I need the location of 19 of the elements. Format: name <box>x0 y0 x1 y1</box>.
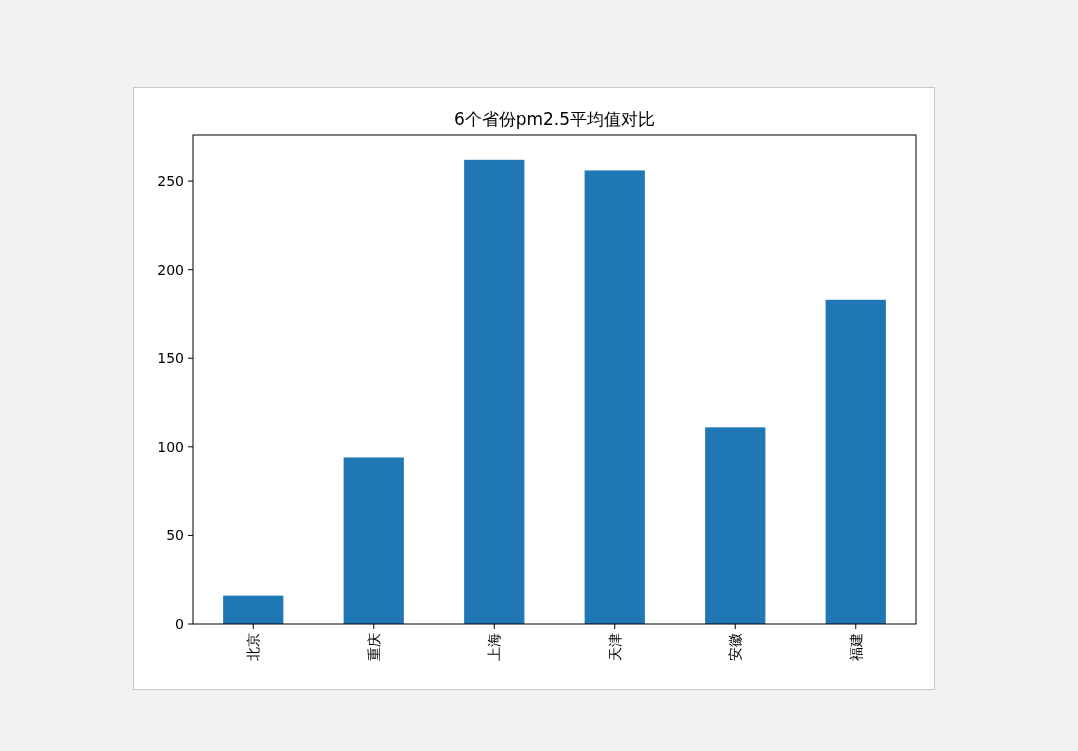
x-tick-label: 上海 <box>486 633 503 661</box>
x-tick-label: 重庆 <box>365 633 382 661</box>
bar <box>464 159 525 624</box>
x-tick-label: 天津 <box>606 633 623 661</box>
chart-title: 6个省份pm2.5平均值对比 <box>453 109 656 129</box>
bar <box>705 427 766 624</box>
bar <box>825 299 886 624</box>
x-tick-label: 北京 <box>245 633 262 661</box>
bar <box>223 595 284 624</box>
y-tick-label: 150 <box>157 350 184 367</box>
y-tick-label: 0 <box>175 616 184 632</box>
bar <box>343 457 404 624</box>
bar <box>584 170 645 624</box>
y-tick-label: 250 <box>157 173 184 190</box>
y-tick-label: 50 <box>166 527 184 544</box>
x-tick-label: 安徽 <box>727 633 744 661</box>
x-tick-label: 福建 <box>847 633 864 661</box>
y-tick-label: 200 <box>157 261 184 278</box>
y-tick-label: 100 <box>157 438 184 455</box>
